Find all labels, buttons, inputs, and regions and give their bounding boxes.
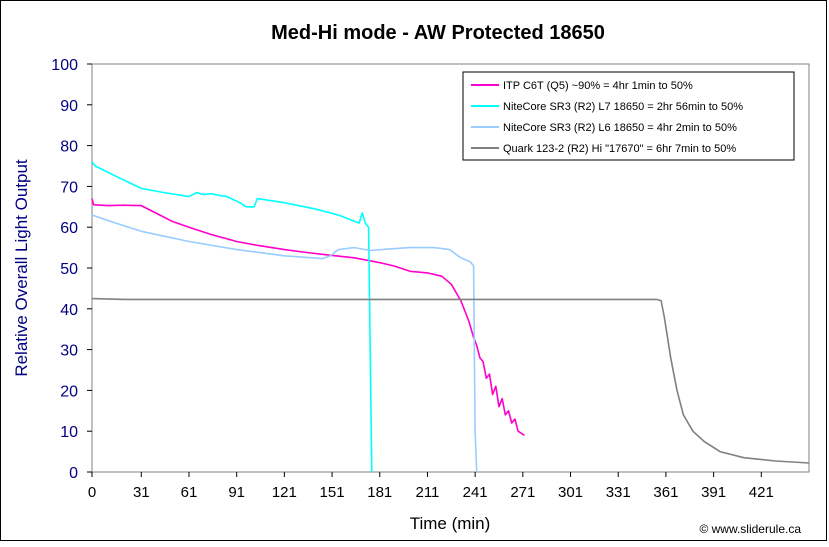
legend-label-3: NiteCore SR3 (R2) L6 18650 = 4hr 2min to… [503, 122, 737, 134]
x-tick-label: 301 [558, 484, 583, 501]
y-tick-label: 30 [60, 343, 78, 360]
x-tick-label: 181 [367, 484, 392, 501]
y-tick-label: 80 [60, 139, 78, 156]
x-tick-label: 211 [415, 484, 439, 501]
x-tick-label: 361 [653, 484, 678, 501]
y-tick-label: 60 [60, 220, 78, 237]
chart-title: Med-Hi mode - AW Protected 18650 [271, 22, 605, 44]
x-tick-label: 0 [88, 484, 96, 501]
x-tick-label: 31 [133, 484, 150, 501]
series-line-1 [91, 198, 525, 436]
series-line-4 [91, 297, 810, 464]
legend-label-1: ITP C6T (Q5) ~90% = 4hr 1min to 50% [503, 80, 693, 92]
legend-label-4: Quark 123-2 (R2) Hi "17670" = 6hr 7min t… [503, 143, 736, 155]
y-tick-label: 0 [69, 465, 78, 482]
y-tick-label: 40 [60, 302, 78, 319]
x-tick-label: 421 [749, 484, 774, 501]
x-tick-label: 271 [510, 484, 535, 501]
series-line-2 [91, 161, 373, 473]
y-tick-label: 20 [60, 383, 78, 400]
x-axis-label: Time (min) [410, 514, 491, 533]
x-tick-label: 121 [272, 484, 297, 501]
legend-label-2: NiteCore SR3 (R2) L7 18650 = 2hr 56min t… [503, 101, 743, 113]
y-tick-label: 10 [60, 424, 78, 441]
legend-box [462, 71, 795, 161]
series-line-3 [91, 214, 478, 473]
y-tick-label: 90 [60, 98, 78, 115]
x-tick-label: 241 [463, 484, 488, 501]
y-axis-label: Relative Overall Light Output [12, 159, 31, 377]
x-tick-label: 151 [320, 484, 345, 501]
y-tick-label: 70 [60, 179, 78, 196]
x-tick-label: 91 [228, 484, 245, 501]
x-tick-label: 61 [181, 484, 198, 501]
x-tick-label: 391 [701, 484, 726, 501]
x-tick-label: 331 [606, 484, 631, 501]
copyright-text: © www.sliderule.ca [699, 522, 801, 536]
y-tick-label: 50 [60, 261, 78, 278]
y-tick-label: 100 [51, 57, 78, 74]
